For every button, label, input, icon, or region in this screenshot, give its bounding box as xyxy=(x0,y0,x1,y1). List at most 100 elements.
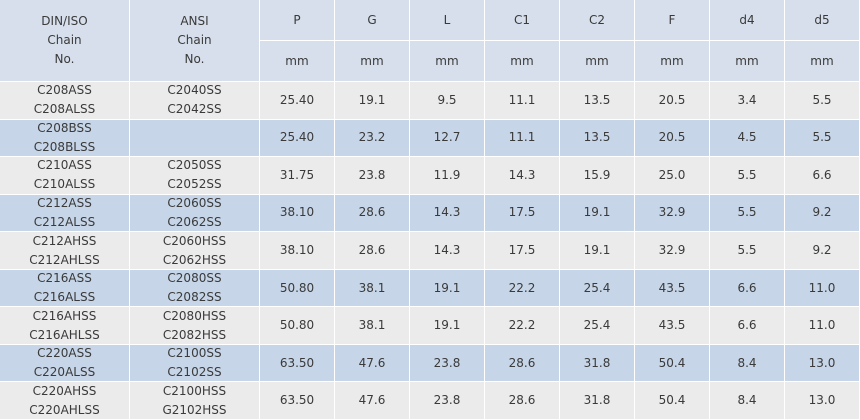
cell-text: C2100SS xyxy=(167,346,222,361)
cell-text: 6.6 xyxy=(737,280,757,295)
value-cell: 6.6 xyxy=(785,157,860,195)
value-cell: 13.5 xyxy=(560,82,635,120)
value-cell: 43.5 xyxy=(635,307,710,345)
unit-text: mm xyxy=(510,53,534,68)
value-cell: 9.5 xyxy=(410,82,485,120)
cell-text: 28.6 xyxy=(358,205,386,220)
cell-text: C220AHLSS xyxy=(29,402,100,417)
value-cell: 9.2 xyxy=(785,232,860,270)
cell-text: 19.1 xyxy=(433,318,461,333)
value-cell: 19.1 xyxy=(410,307,485,345)
header-text: d4 xyxy=(739,12,755,27)
cell-text: 13.0 xyxy=(808,355,836,370)
cell-text: C210ALSS xyxy=(33,177,96,192)
value-cell: 19.1 xyxy=(560,232,635,270)
value-cell: 8.4 xyxy=(710,382,785,420)
unit-text: mm xyxy=(285,53,309,68)
value-cell: 47.6 xyxy=(335,382,410,420)
cell-text: 38.10 xyxy=(279,242,315,257)
value-cell: 63.50 xyxy=(260,382,335,420)
cell-text: 12.7 xyxy=(433,130,461,145)
value-cell: 23.8 xyxy=(410,344,485,383)
cell-text: 50.80 xyxy=(279,318,315,333)
cell-text: 28.6 xyxy=(508,355,536,370)
value-cell: 3.4 xyxy=(710,82,785,120)
value-cell: 8.4 xyxy=(710,344,785,383)
cell-text: C2102SS xyxy=(167,365,222,380)
value-cell: 28.6 xyxy=(485,344,560,383)
cell-text: 14.3 xyxy=(433,205,461,220)
cell-text: 47.6 xyxy=(358,355,386,370)
cell-text: G2102HSS xyxy=(162,402,227,417)
value-cell: 13.0 xyxy=(785,344,860,383)
cell-text: C2052SS xyxy=(167,177,222,192)
value-cell: 32.9 xyxy=(635,194,710,233)
header-cell: G xyxy=(335,0,410,41)
din-cell: C216AHSS C216AHLSS xyxy=(0,307,130,345)
unit-cell: mm xyxy=(785,41,860,82)
cell-text: 23.8 xyxy=(433,355,461,370)
header-text: ANSI xyxy=(180,14,209,28)
cell-text: 43.5 xyxy=(658,318,686,333)
cell-text: C216ALSS xyxy=(33,290,96,305)
cell-text: C220ASS xyxy=(37,346,92,361)
cell-text: 31.8 xyxy=(583,355,611,370)
value-cell: 14.3 xyxy=(485,157,560,195)
value-cell: 50.80 xyxy=(260,307,335,345)
unit-cell: mm xyxy=(635,41,710,82)
cell-text: 13.5 xyxy=(583,92,611,107)
value-cell: 12.7 xyxy=(410,119,485,158)
value-cell: 50.4 xyxy=(635,344,710,383)
value-cell: 25.4 xyxy=(560,307,635,345)
header-cell: C1 xyxy=(485,0,560,41)
cell-text: C208BLSS xyxy=(33,139,96,154)
header-text: d5 xyxy=(814,12,830,27)
value-cell: 31.8 xyxy=(560,382,635,420)
cell-text: 5.5 xyxy=(737,167,757,182)
cell-text: 9.2 xyxy=(812,242,832,257)
cell-text: 9.2 xyxy=(812,205,832,220)
cell-text: 14.3 xyxy=(508,167,536,182)
cell-text: 25.4 xyxy=(583,318,611,333)
cell-text: C220AHSS xyxy=(32,383,97,398)
ansi-cell: C2060HSS C2062HSS xyxy=(130,232,260,270)
header-cell: F xyxy=(635,0,710,41)
value-cell: 38.10 xyxy=(260,232,335,270)
cell-text: 23.8 xyxy=(358,167,386,182)
cell-text: 8.4 xyxy=(737,355,757,370)
cell-text: 43.5 xyxy=(658,280,686,295)
value-cell: 5.5 xyxy=(710,232,785,270)
din-cell: C208ASS C208ALSS xyxy=(0,82,130,120)
value-cell: 32.9 xyxy=(635,232,710,270)
din-cell: C212ASS C212ALSS xyxy=(0,194,130,233)
header-text: C1 xyxy=(513,12,530,27)
unit-text: mm xyxy=(660,53,684,68)
cell-text: C2062HSS xyxy=(162,252,227,267)
cell-text: 25.4 xyxy=(583,280,611,295)
value-cell: 6.6 xyxy=(710,269,785,308)
cell-text: C216AHLSS xyxy=(29,327,100,342)
value-cell: 11.1 xyxy=(485,82,560,120)
unit-text: mm xyxy=(435,53,459,68)
cell-text: 5.5 xyxy=(737,242,757,257)
ansi-cell: C2100SS C2102SS xyxy=(130,344,260,383)
unit-cell: mm xyxy=(485,41,560,82)
cell-text: C212AHSS xyxy=(32,233,97,248)
header-cell: C2 xyxy=(560,0,635,41)
value-cell: 50.4 xyxy=(635,382,710,420)
din-cell: C212AHSS C212AHLSS xyxy=(0,232,130,270)
value-cell: 5.5 xyxy=(710,194,785,233)
header-text: C2 xyxy=(588,12,605,27)
cell-text: C212AHLSS xyxy=(29,252,100,267)
cell-text: 11.9 xyxy=(433,167,461,182)
cell-text: 50.80 xyxy=(279,280,315,295)
unit-cell: mm xyxy=(560,41,635,82)
cell-text: 15.9 xyxy=(583,167,611,182)
header-text: Chain xyxy=(47,33,82,47)
cell-text: 38.1 xyxy=(358,280,386,295)
cell-text: 23.8 xyxy=(433,393,461,408)
value-cell: 38.10 xyxy=(260,194,335,233)
header-text: DIN/ISO xyxy=(41,14,88,28)
value-cell: 13.5 xyxy=(560,119,635,158)
unit-cell: mm xyxy=(260,41,335,82)
